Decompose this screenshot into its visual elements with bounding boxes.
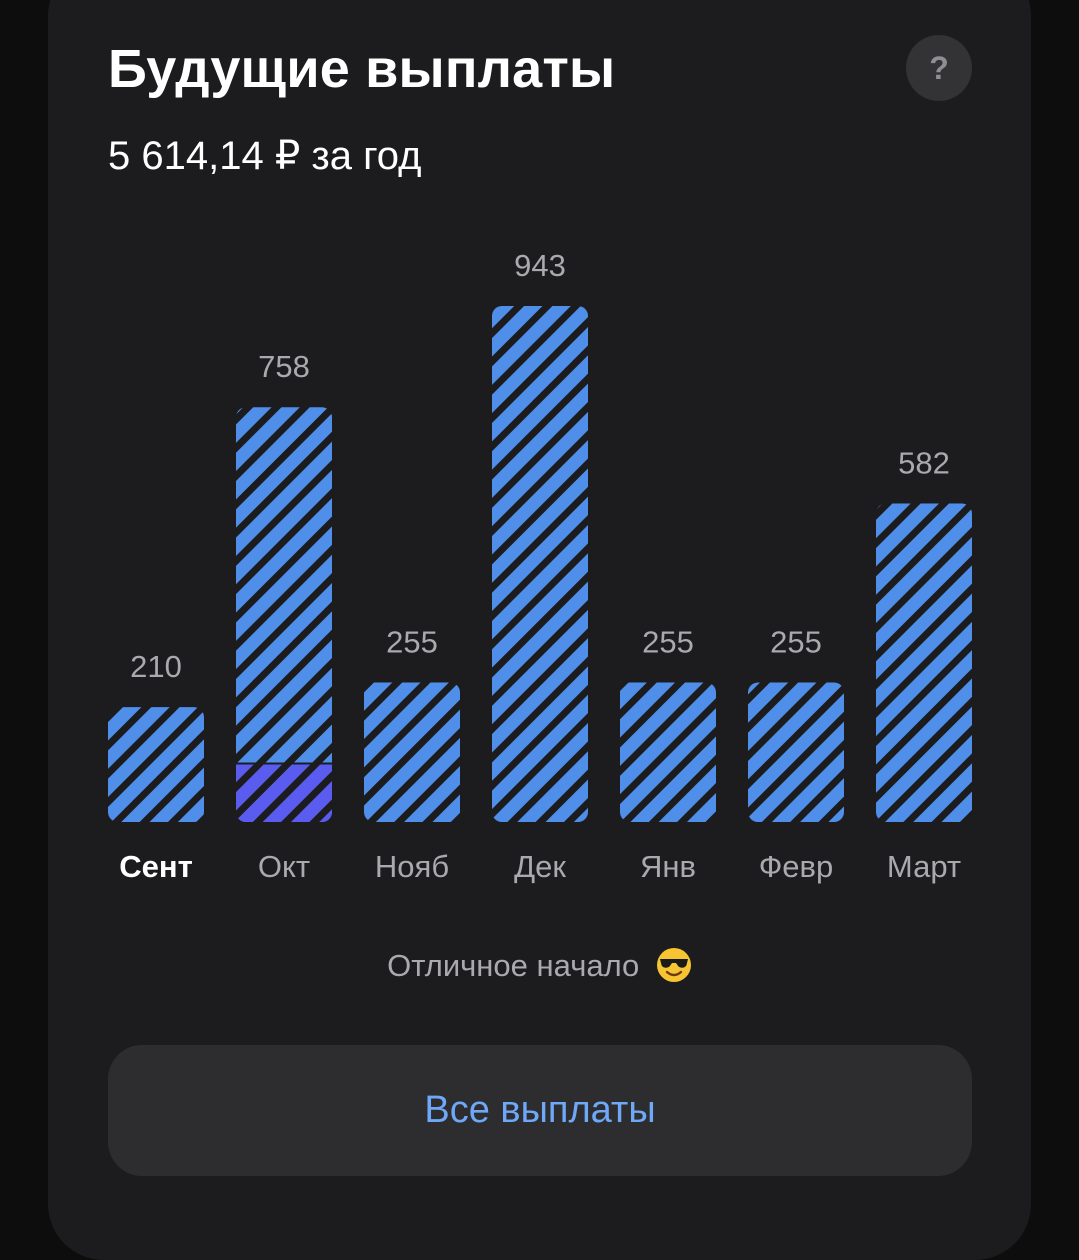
question-mark-icon: ?	[929, 49, 949, 86]
value-label-2: 758	[258, 349, 310, 384]
value-label-4: 943	[514, 248, 566, 283]
category-label-6[interactable]: Февр	[759, 849, 834, 884]
value-label-7: 582	[898, 446, 950, 481]
value-label-5: 255	[642, 624, 694, 659]
value-label-1: 210	[130, 649, 182, 684]
category-label-3[interactable]: Нояб	[375, 849, 449, 884]
bars-group: 210 Сент 758 Окт 255 Нояб 943 Дек 255 Янв 255 Февр 5…	[108, 248, 972, 884]
bar-2[interactable]	[236, 407, 332, 822]
bar-2-highlight-segment	[236, 763, 332, 822]
bar-1[interactable]	[108, 707, 204, 822]
bar-3[interactable]	[364, 682, 460, 822]
bar-4[interactable]	[492, 306, 588, 822]
all-payouts-button[interactable]: Все выплаты	[108, 1045, 972, 1176]
bar-5[interactable]	[620, 682, 716, 822]
status-caption: Отличное начало	[0, 944, 1079, 988]
bar-6[interactable]	[748, 682, 844, 822]
category-label-5[interactable]: Янв	[640, 849, 696, 884]
caption-text: Отличное начало	[387, 948, 640, 983]
payouts-bar-chart: 210 Сент 758 Окт 255 Нояб 943 Дек 255 Янв 255 Февр 5…	[108, 248, 972, 884]
page-title: Будущие выплаты	[108, 39, 616, 99]
category-label-1[interactable]: Сент	[119, 849, 193, 884]
value-label-3: 255	[386, 624, 438, 659]
value-label-6: 255	[770, 624, 822, 659]
bar-7[interactable]	[876, 503, 972, 822]
help-button[interactable]: ?	[906, 35, 972, 101]
category-label-2[interactable]: Окт	[258, 849, 310, 884]
yearly-total: 5 614,14 ₽ за год	[108, 134, 422, 178]
category-label-4[interactable]: Дек	[514, 849, 566, 884]
smiling-face-with-sunglasses-icon	[656, 948, 691, 982]
category-label-7[interactable]: Март	[887, 849, 961, 884]
